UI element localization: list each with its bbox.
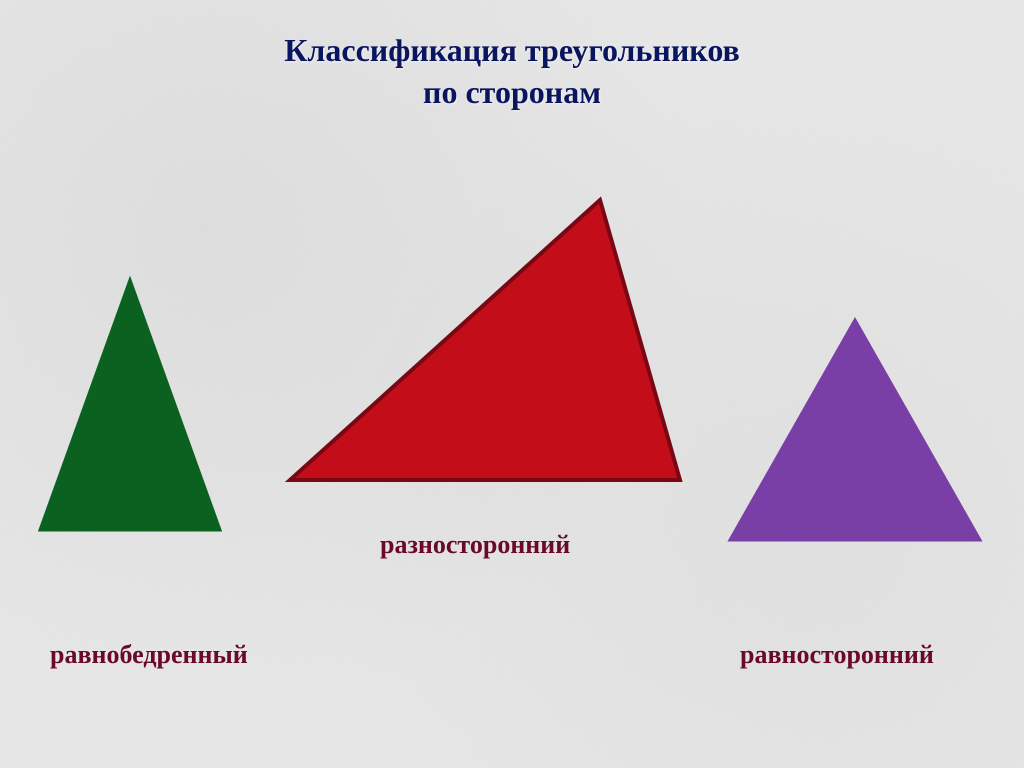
equilateral-shape (730, 320, 980, 540)
equilateral-label: равносторонний (740, 640, 934, 670)
